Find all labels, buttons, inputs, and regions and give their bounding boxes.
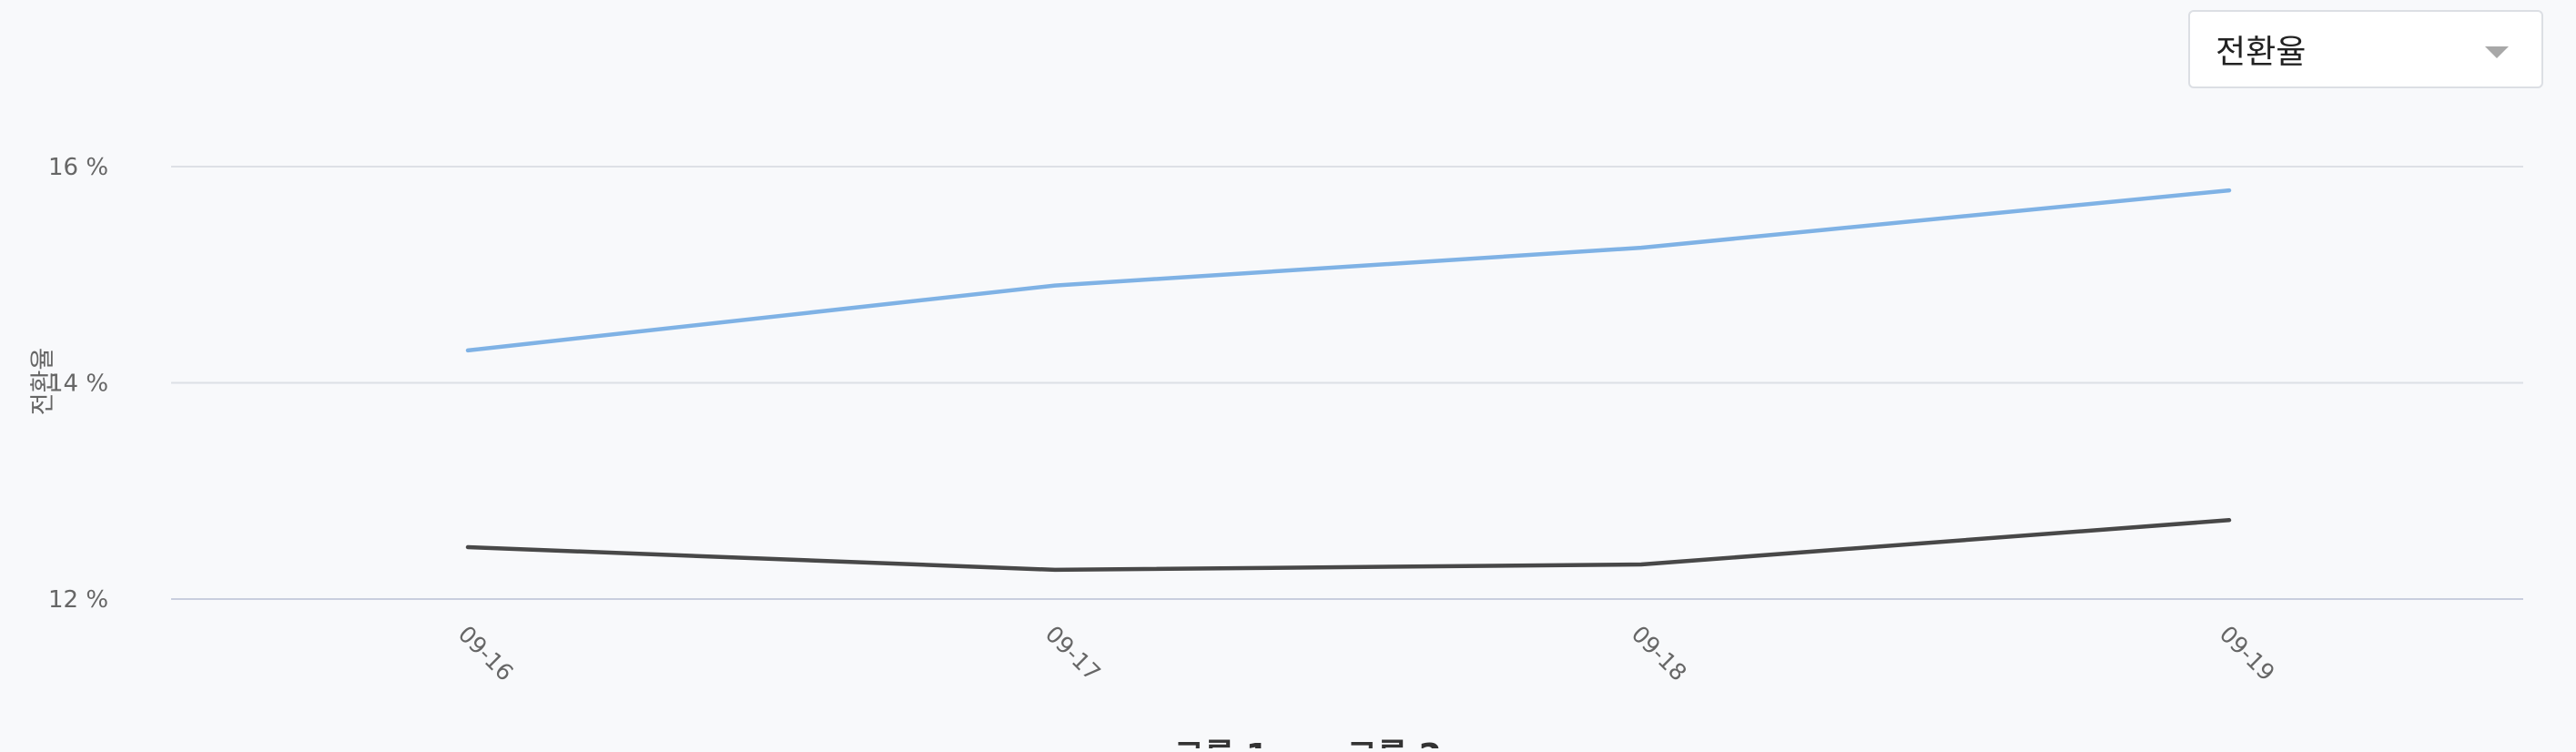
x-tick-label: 09-19 (2215, 621, 2280, 686)
y-axis-ticks: 12 % 14 % 16 % (48, 154, 108, 614)
y-axis-label: 전환율 (29, 348, 57, 416)
x-tick-label: 09-18 (1627, 621, 1692, 686)
legend: 그룹 1 그룹 2 (1174, 737, 1442, 752)
x-tick-label: 09-17 (1040, 621, 1106, 686)
series-line (465, 188, 2232, 353)
grid-layer (171, 166, 2523, 600)
series-layer (465, 188, 2232, 573)
series-line (465, 518, 2232, 573)
y-tick-label: 12 % (48, 586, 108, 614)
legend-item: 그룹 1 (1174, 737, 1269, 748)
metric-dropdown-label: 전환율 (2216, 34, 2307, 71)
metric-dropdown[interactable]: 전환율 (2188, 10, 2543, 88)
x-tick-label: 09-16 (453, 621, 519, 686)
legend-item: 그룹 2 (1347, 737, 1442, 748)
y-tick-label: 16 % (48, 154, 108, 181)
y-tick-label: 14 % (48, 371, 108, 398)
chevron-down-icon (2485, 46, 2509, 58)
x-axis-ticks: 09-16 09-17 09-18 09-19 (453, 621, 2280, 686)
